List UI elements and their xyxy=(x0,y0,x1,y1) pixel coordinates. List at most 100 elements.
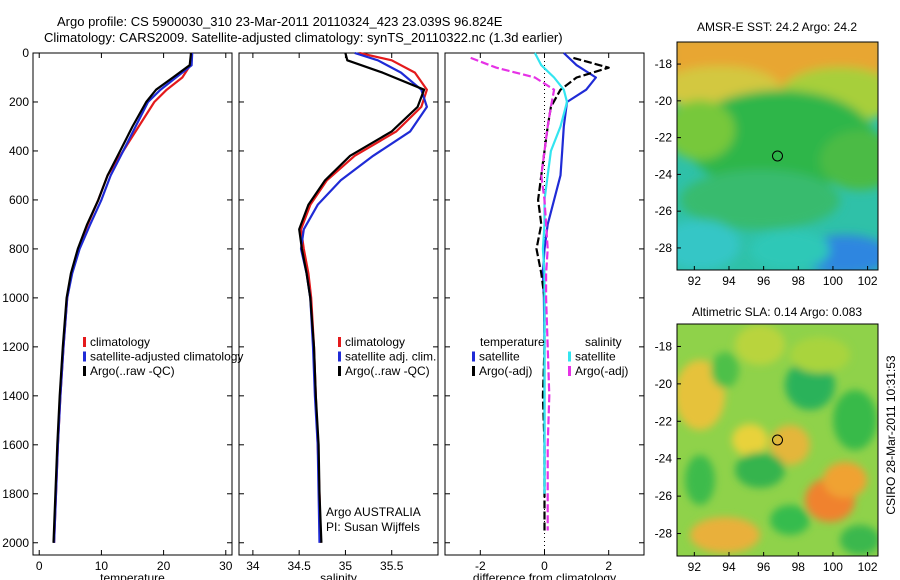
x-tick-label: 0 xyxy=(541,559,548,573)
argo-location-marker xyxy=(772,434,783,446)
y-tick-label: 0 xyxy=(22,46,29,60)
legend-swatch xyxy=(338,366,341,376)
legend-swatch xyxy=(338,337,341,347)
legend-label: satellite adj. clim. xyxy=(345,350,436,364)
timestamp-stamp: CSIRO 28-Mar-2011 10:31:53 xyxy=(884,355,898,515)
map-y-tick-label: -20 xyxy=(655,377,673,391)
legend-label: Argo(-adj) xyxy=(575,364,628,378)
y-tick-label: 800 xyxy=(9,242,29,256)
y-tick-label: 200 xyxy=(9,95,29,109)
map-x-tick-label: 94 xyxy=(722,560,736,574)
plot-frame xyxy=(32,52,233,556)
legend-header: temperature xyxy=(480,335,545,349)
sst-map-axes: 92 94 96 98 100 102 -18 -20 -22 -24 -26 -28 xyxy=(655,57,878,288)
x-tick-label: -2 xyxy=(475,559,486,573)
series-line-satellite-adjusted-climatology xyxy=(53,52,194,543)
x-tick-label: 35 xyxy=(339,559,353,573)
map-y-tick-label: -28 xyxy=(655,241,673,255)
map-y-tick-label: -18 xyxy=(655,57,673,71)
legend-swatch xyxy=(83,337,86,347)
legend-header: salinity xyxy=(585,335,622,349)
x-tick-label: 2 xyxy=(605,559,612,573)
y-tick-label: 1600 xyxy=(2,438,29,452)
x-axis-label: difference from climatology xyxy=(473,571,616,580)
map-y-tick-label: -26 xyxy=(655,489,673,503)
argo-location-marker xyxy=(772,150,783,162)
map-y-tick-label: -22 xyxy=(655,414,673,428)
map-x-tick-label: 96 xyxy=(757,560,771,574)
legend-swatch xyxy=(83,351,86,362)
map-y-tick-label: -24 xyxy=(655,167,673,181)
figure-title-line1: Argo profile: CS 5900030_310 23-Mar-2011… xyxy=(57,14,503,29)
legend-swatch xyxy=(568,351,571,362)
y-tick-label: 2000 xyxy=(2,536,29,550)
legend-swatch xyxy=(568,366,571,376)
x-axis-label: temperature xyxy=(100,571,165,580)
series-line-argo-adj- xyxy=(470,56,556,531)
map-x-tick-label: 92 xyxy=(688,274,702,288)
map-x-tick-label: 100 xyxy=(823,274,843,288)
series-line-satellite xyxy=(533,52,569,494)
x-tick-label: 10 xyxy=(95,559,109,573)
series-line-climatology xyxy=(53,52,193,543)
sla-map-panel: Altimetric SLA: 0.14 Argo: 0.083 xyxy=(655,305,879,574)
map-x-tick-label: 96 xyxy=(757,274,771,288)
y-tick-label: 400 xyxy=(9,144,29,158)
series-line-satellite xyxy=(541,52,598,494)
y-tick-label: 1200 xyxy=(2,340,29,354)
y-tick-label: 600 xyxy=(9,193,29,207)
sla-map-frame xyxy=(676,323,879,557)
map-x-tick-label: 102 xyxy=(858,274,878,288)
x-axis-label: salinity xyxy=(320,571,357,580)
panel-annotation: Argo AUSTRALIA xyxy=(326,505,421,519)
legend-label: satellite-adjusted climatology xyxy=(90,350,243,364)
salinity-panel: 34 34.5 35 35.5 salinity climatologysatellite… xyxy=(238,51,439,580)
map-y-tick-label: -28 xyxy=(655,527,673,541)
legend-label: climatology xyxy=(345,335,405,349)
legend-label: satellite xyxy=(575,350,616,364)
map-y-tick-label: -18 xyxy=(655,339,673,353)
legend-label: climatology xyxy=(90,335,150,349)
map-y-tick-label: -26 xyxy=(655,204,673,218)
legend-swatch xyxy=(472,366,475,376)
x-tick-label: 34.5 xyxy=(287,559,311,573)
legend-swatch xyxy=(83,366,86,376)
series-line-argo-raw-qc- xyxy=(52,52,193,543)
y-tick-label: 1800 xyxy=(2,487,29,501)
map-x-tick-label: 102 xyxy=(858,560,878,574)
temperature-panel: 0 10 20 30 0 200 400 600 800 1000 1200 1400 1600 1800… xyxy=(2,46,243,580)
x-tick-label: 35.5 xyxy=(380,559,404,573)
x-tick-label: 30 xyxy=(219,559,233,573)
legend-label: satellite xyxy=(479,350,520,364)
sst-map-title: AMSR-E SST: 24.2 Argo: 24.2 xyxy=(697,20,857,34)
legend-label: Argo(..raw -QC) xyxy=(90,364,175,378)
sla-map-axes: 92 94 96 98 100 102 -18 -20 -22 -24 -26 -28 xyxy=(655,339,878,574)
x-tick-label: 0 xyxy=(36,559,43,573)
x-tick-label: 34 xyxy=(246,559,260,573)
sst-map-frame xyxy=(676,41,879,271)
y-tick-label: 1400 xyxy=(2,389,29,403)
sst-map-field xyxy=(677,42,878,270)
series-line-argo-raw-qc- xyxy=(298,52,426,543)
y-tick-label: 1000 xyxy=(2,291,29,305)
panel-annotation: PI: Susan Wijffels xyxy=(326,520,420,534)
map-y-tick-label: -20 xyxy=(655,94,673,108)
sla-map-field xyxy=(677,324,878,556)
sst-map-panel: AMSR-E SST: 24.2 Argo: 24.2 92 94 96 98 100 1… xyxy=(655,20,879,288)
legend-swatch xyxy=(338,351,341,362)
map-y-tick-label: -22 xyxy=(655,131,673,145)
map-x-tick-label: 98 xyxy=(792,560,806,574)
legend-swatch xyxy=(472,351,475,362)
legend-label: Argo(..raw -QC) xyxy=(345,364,430,378)
plot-frame xyxy=(238,52,439,556)
map-x-tick-label: 100 xyxy=(823,560,843,574)
series-line-argo-adj- xyxy=(535,56,610,531)
map-x-tick-label: 98 xyxy=(792,274,806,288)
sla-map-title: Altimetric SLA: 0.14 Argo: 0.083 xyxy=(692,305,862,319)
x-tick-label: 20 xyxy=(157,559,171,573)
map-x-tick-label: 92 xyxy=(688,560,702,574)
map-y-tick-label: -24 xyxy=(655,452,673,466)
figure-title-line2: Climatology: CARS2009. Satellite-adjuste… xyxy=(44,30,563,45)
